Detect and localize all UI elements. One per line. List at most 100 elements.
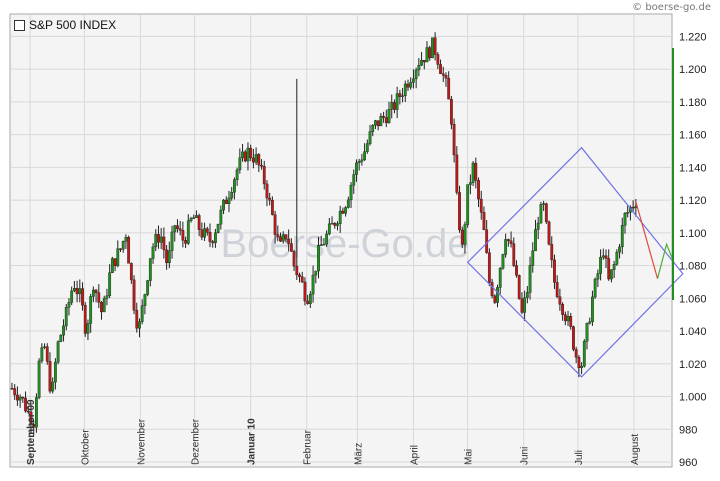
candle-body	[441, 73, 445, 76]
candle-body	[176, 225, 179, 229]
candle-body	[599, 256, 602, 274]
candle-body	[401, 95, 404, 97]
legend-checkbox-icon[interactable]	[14, 20, 25, 31]
candle-body	[566, 316, 570, 322]
candle-body	[431, 37, 434, 59]
candle-body	[284, 234, 288, 240]
candle-body	[341, 210, 345, 214]
candle-body	[403, 83, 407, 96]
candle-body	[601, 255, 605, 258]
y-tick-label: 1.180	[679, 97, 707, 109]
x-month-label: November	[136, 418, 147, 465]
candle-body	[146, 280, 150, 295]
candle-body	[268, 197, 272, 201]
candle-body	[110, 258, 114, 273]
candle-body	[504, 239, 508, 255]
candle-body	[53, 361, 57, 383]
candle-body	[433, 37, 437, 55]
candle-body	[32, 424, 36, 428]
candle-body	[72, 288, 76, 292]
candle-body	[428, 47, 432, 59]
candle-body	[230, 192, 234, 199]
candle-body	[569, 316, 573, 327]
pattern-overlay	[466, 146, 684, 378]
candle-body	[167, 250, 171, 264]
candle-body	[580, 365, 583, 369]
candle-body	[349, 184, 353, 201]
candle-body	[346, 199, 350, 208]
candle-body	[368, 131, 372, 144]
candle-body	[56, 341, 60, 363]
candle-body	[287, 238, 291, 244]
candle-body	[10, 388, 14, 390]
candle-body	[59, 334, 63, 342]
candle-body	[327, 223, 331, 235]
candle-body	[208, 232, 212, 242]
candle-body	[24, 397, 27, 412]
candle-body	[78, 288, 82, 295]
y-tick-label: 1.000	[679, 392, 707, 404]
candle-body	[308, 293, 312, 304]
candle-body	[615, 251, 619, 265]
candle-body	[127, 237, 131, 264]
candle-body	[379, 115, 383, 127]
candle-body	[281, 234, 285, 242]
candle-body	[555, 282, 559, 297]
candle-body	[200, 229, 204, 238]
candle-body	[235, 169, 239, 180]
candle-body	[382, 115, 385, 118]
candle-body	[536, 222, 540, 230]
candle-body	[458, 192, 461, 231]
candle-body	[363, 151, 367, 161]
candle-body	[243, 151, 247, 162]
candle-body	[18, 396, 22, 401]
candle-body	[496, 287, 499, 303]
candle-body	[406, 83, 410, 88]
candle-body	[16, 394, 19, 401]
candle-body	[265, 183, 269, 199]
candle-body	[254, 154, 258, 163]
candle-body	[124, 237, 128, 242]
y-tick-label: 1.060	[679, 293, 707, 305]
candle-body	[298, 274, 301, 277]
candle-body	[140, 305, 144, 322]
candle-body	[447, 77, 451, 100]
candle-body	[610, 269, 613, 280]
candle-body	[588, 321, 592, 324]
x-month-label: August	[630, 434, 641, 465]
site-credit: © boerse-go.de	[632, 2, 711, 13]
diamond-pattern	[466, 146, 684, 378]
candle-body	[577, 357, 581, 369]
candle-body	[241, 151, 244, 158]
candle-body	[352, 174, 356, 186]
candle-body	[224, 199, 228, 204]
candle-body	[487, 252, 491, 283]
candle-body	[238, 157, 242, 171]
candle-body	[612, 264, 616, 270]
candle-body	[490, 282, 494, 297]
projection-down-line	[635, 201, 659, 279]
candle-body	[387, 109, 391, 124]
candle-body	[40, 347, 44, 362]
candle-body	[357, 161, 361, 164]
candle-body	[449, 98, 453, 125]
candle-body	[523, 297, 527, 313]
candle-body	[371, 124, 375, 132]
candle-body	[132, 279, 136, 311]
candle-body	[251, 157, 255, 163]
candle-body	[273, 214, 277, 235]
candle-body	[436, 54, 440, 65]
candle-body	[374, 120, 377, 126]
candle-body	[395, 93, 399, 110]
candle-body	[295, 265, 299, 276]
candle-body	[333, 223, 337, 226]
candle-body	[170, 231, 174, 251]
candle-body	[412, 78, 415, 83]
candle-body	[390, 102, 394, 110]
candle-body	[474, 162, 478, 181]
candle-body	[319, 244, 323, 246]
candle-body	[138, 321, 141, 329]
candle-body	[262, 166, 266, 185]
x-month-label: Oktober	[80, 429, 91, 465]
candle-body	[143, 294, 147, 306]
